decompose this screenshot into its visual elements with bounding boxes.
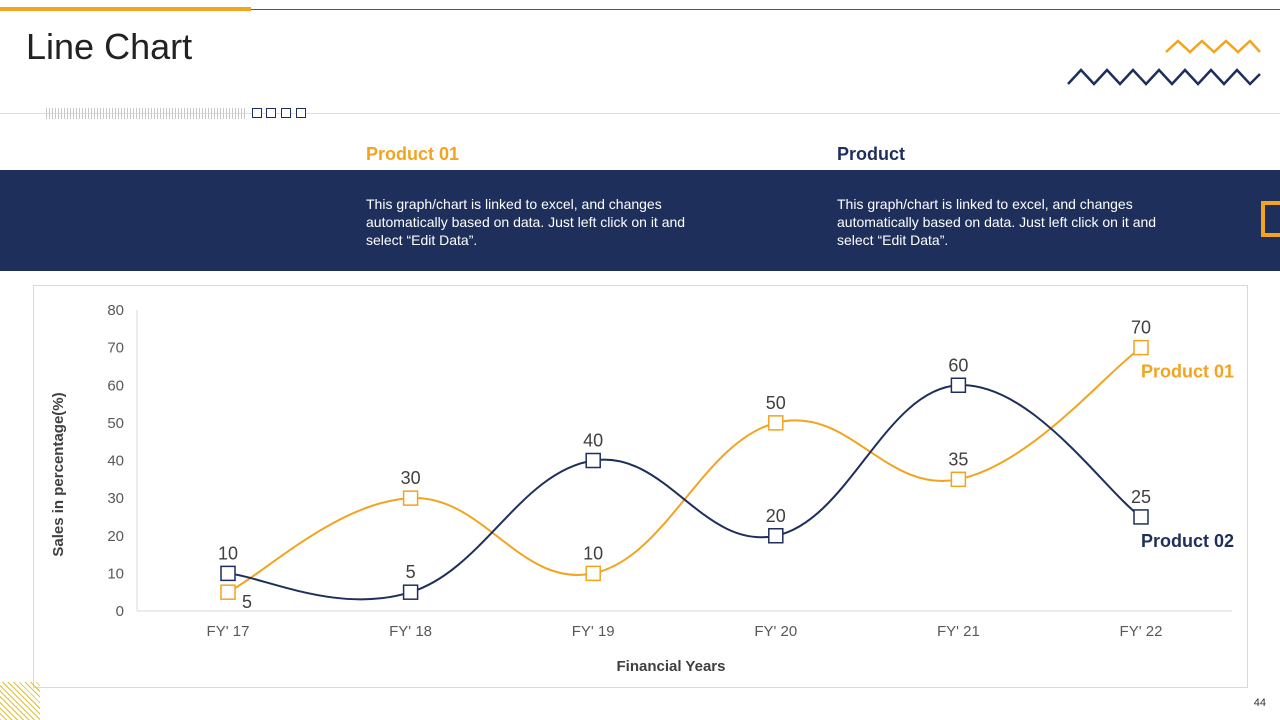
product-02-data-label: 25 [1131, 487, 1151, 507]
product-02-line [227, 384, 1142, 601]
product-01-data-label: 10 [583, 543, 603, 563]
square-decoration-icon [281, 108, 291, 118]
x-tick-label: FY' 19 [572, 623, 615, 640]
product-02-marker [220, 565, 236, 582]
product-01-marker [950, 471, 967, 488]
y-tick-label: 30 [107, 490, 124, 507]
y-tick-label: 0 [116, 603, 124, 620]
top-rule [0, 9, 1280, 10]
product-02-series-label: Product 02 [1141, 531, 1234, 551]
product-01-marker [768, 415, 784, 431]
product-02-marker [585, 452, 601, 469]
product-02-marker [402, 584, 419, 600]
product-01-marker [220, 584, 236, 600]
square-decoration-icon [266, 108, 276, 118]
product-01-series-label: Product 01 [1141, 362, 1234, 382]
product-description: This graph/chart is linked to excel, and… [837, 196, 1157, 248]
y-tick-label: 80 [107, 302, 124, 319]
product-02-data-label: 40 [583, 431, 603, 451]
tick-decoration [46, 108, 246, 119]
product-01-data-label: 70 [1131, 318, 1151, 338]
product-01-marker [402, 490, 419, 506]
header-divider [0, 113, 1280, 114]
x-tick-label: FY' 17 [207, 623, 250, 640]
product-01-data-label: 30 [401, 468, 421, 488]
info-band [0, 170, 1280, 271]
page-title: Line Chart [26, 26, 193, 67]
x-tick-label: FY' 21 [937, 623, 980, 640]
top-accent-bar [0, 7, 251, 11]
product-02-data-label: 20 [766, 506, 786, 526]
product-02-marker [950, 377, 967, 393]
product-01-description: This graph/chart is linked to excel, and… [366, 196, 686, 248]
page-number: 44 [1253, 697, 1266, 709]
product-01-data-label: 5 [242, 592, 252, 612]
y-tick-label: 70 [107, 340, 124, 357]
y-tick-label: 60 [107, 377, 124, 394]
product-01-line [227, 346, 1142, 594]
x-tick-label: FY' 18 [389, 623, 432, 640]
hatch-decoration [0, 682, 40, 720]
x-tick-label: FY' 20 [754, 623, 797, 640]
x-axis-label: Financial Years [617, 658, 726, 675]
product-01-data-label: 35 [948, 449, 968, 469]
product-01-data-label: 50 [766, 393, 786, 413]
y-axis-label: Sales in percentage(%) [50, 392, 67, 556]
product-heading: Product [837, 144, 906, 164]
y-tick-label: 20 [107, 528, 124, 545]
product-01-heading: Product 01 [366, 144, 460, 164]
product-01-marker [1133, 339, 1149, 356]
square-decoration-icon [252, 108, 262, 118]
square-decoration-icon [296, 108, 306, 118]
product-02-data-label: 60 [948, 355, 968, 375]
product-02-marker [1133, 509, 1149, 525]
x-tick-label: FY' 22 [1120, 623, 1163, 640]
y-tick-label: 40 [107, 453, 124, 470]
bracket-decoration-icon [1261, 201, 1280, 237]
chart-frame [33, 285, 1248, 688]
y-tick-label: 10 [107, 565, 124, 582]
zigzag-decoration-icon [1067, 39, 1261, 86]
product-01-marker [585, 565, 601, 582]
y-tick-label: 50 [107, 415, 124, 432]
product-02-data-label: 5 [406, 562, 416, 582]
product-02-marker [768, 528, 784, 544]
product-02-data-label: 10 [218, 543, 238, 563]
